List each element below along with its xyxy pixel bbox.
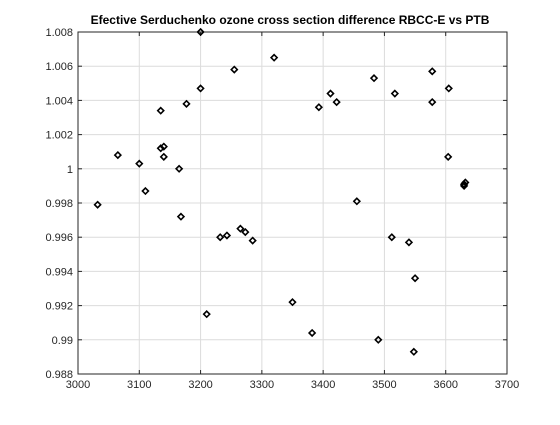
data-point-marker [461,178,470,187]
y-tick-label: 0.996 [45,232,73,244]
data-point-marker [444,84,453,93]
chart-title: Efective Serduchenko ozone cross section… [91,13,490,27]
data-point-marker [409,347,418,356]
y-tick-label: 0.994 [45,266,73,278]
x-tick-label: 3500 [372,379,396,391]
data-point-marker [196,27,205,37]
y-tick-label: 0.998 [45,198,73,210]
y-tick-label: 0.99 [52,335,73,347]
data-point-marker [176,212,186,221]
x-tick-label: 3700 [495,379,519,391]
data-point-marker [307,328,317,338]
data-point-marker [404,238,414,247]
data-point-marker [332,97,341,107]
data-point-marker [248,236,257,245]
data-point-marker [369,74,379,83]
data-point-marker [352,197,361,206]
data-point-marker [156,144,165,153]
data-point-marker [314,103,323,112]
data-point-marker [241,227,250,237]
x-tick-label: 3300 [250,379,274,391]
data-point-marker [410,274,420,283]
data-point-marker [390,89,399,98]
data-point-marker [159,142,168,151]
data-point-marker [236,224,245,233]
x-tick-label: 3200 [188,379,212,391]
y-tick-label: 1.006 [45,61,73,73]
grid-layer [78,32,507,374]
data-point-marker [141,186,150,196]
data-point-marker [428,97,437,107]
data-point-marker [374,335,383,344]
data-point-marker [156,106,165,115]
data-point-marker [174,164,184,173]
x-tick-label: 3100 [127,379,151,391]
tick-layer: 3000 3100 3200 3300 3400 3500 3600 3700 0.988 0.9… [45,27,519,391]
data-point-marker [196,84,205,93]
data-point-marker [182,99,191,108]
y-tick-label: 1.002 [45,130,73,142]
data-point-marker [444,152,453,161]
y-tick-label: 1.004 [45,95,73,107]
data-point-marker [230,65,239,74]
data-point-marker [159,152,168,161]
y-tick-label: 0.992 [45,301,73,313]
data-point-marker [387,233,396,242]
y-tick-label: 1 [67,164,73,176]
y-tick-label: 0.988 [45,369,73,381]
data-point-marker [93,200,102,209]
data-point-marker [222,231,232,240]
data-point-marker [216,233,225,242]
data-point-marker [288,298,297,307]
data-point-marker [135,159,144,168]
data-point-marker [202,310,211,319]
marker-layer [93,27,470,356]
x-tick-label: 3600 [433,379,457,391]
data-point-marker [326,89,335,98]
x-tick-label: 3400 [311,379,335,391]
y-tick-label: 1.008 [45,27,73,39]
data-point-marker [428,67,437,76]
data-point-marker [269,53,279,62]
x-tick-label: 3000 [66,379,90,391]
data-point-marker [113,150,122,160]
